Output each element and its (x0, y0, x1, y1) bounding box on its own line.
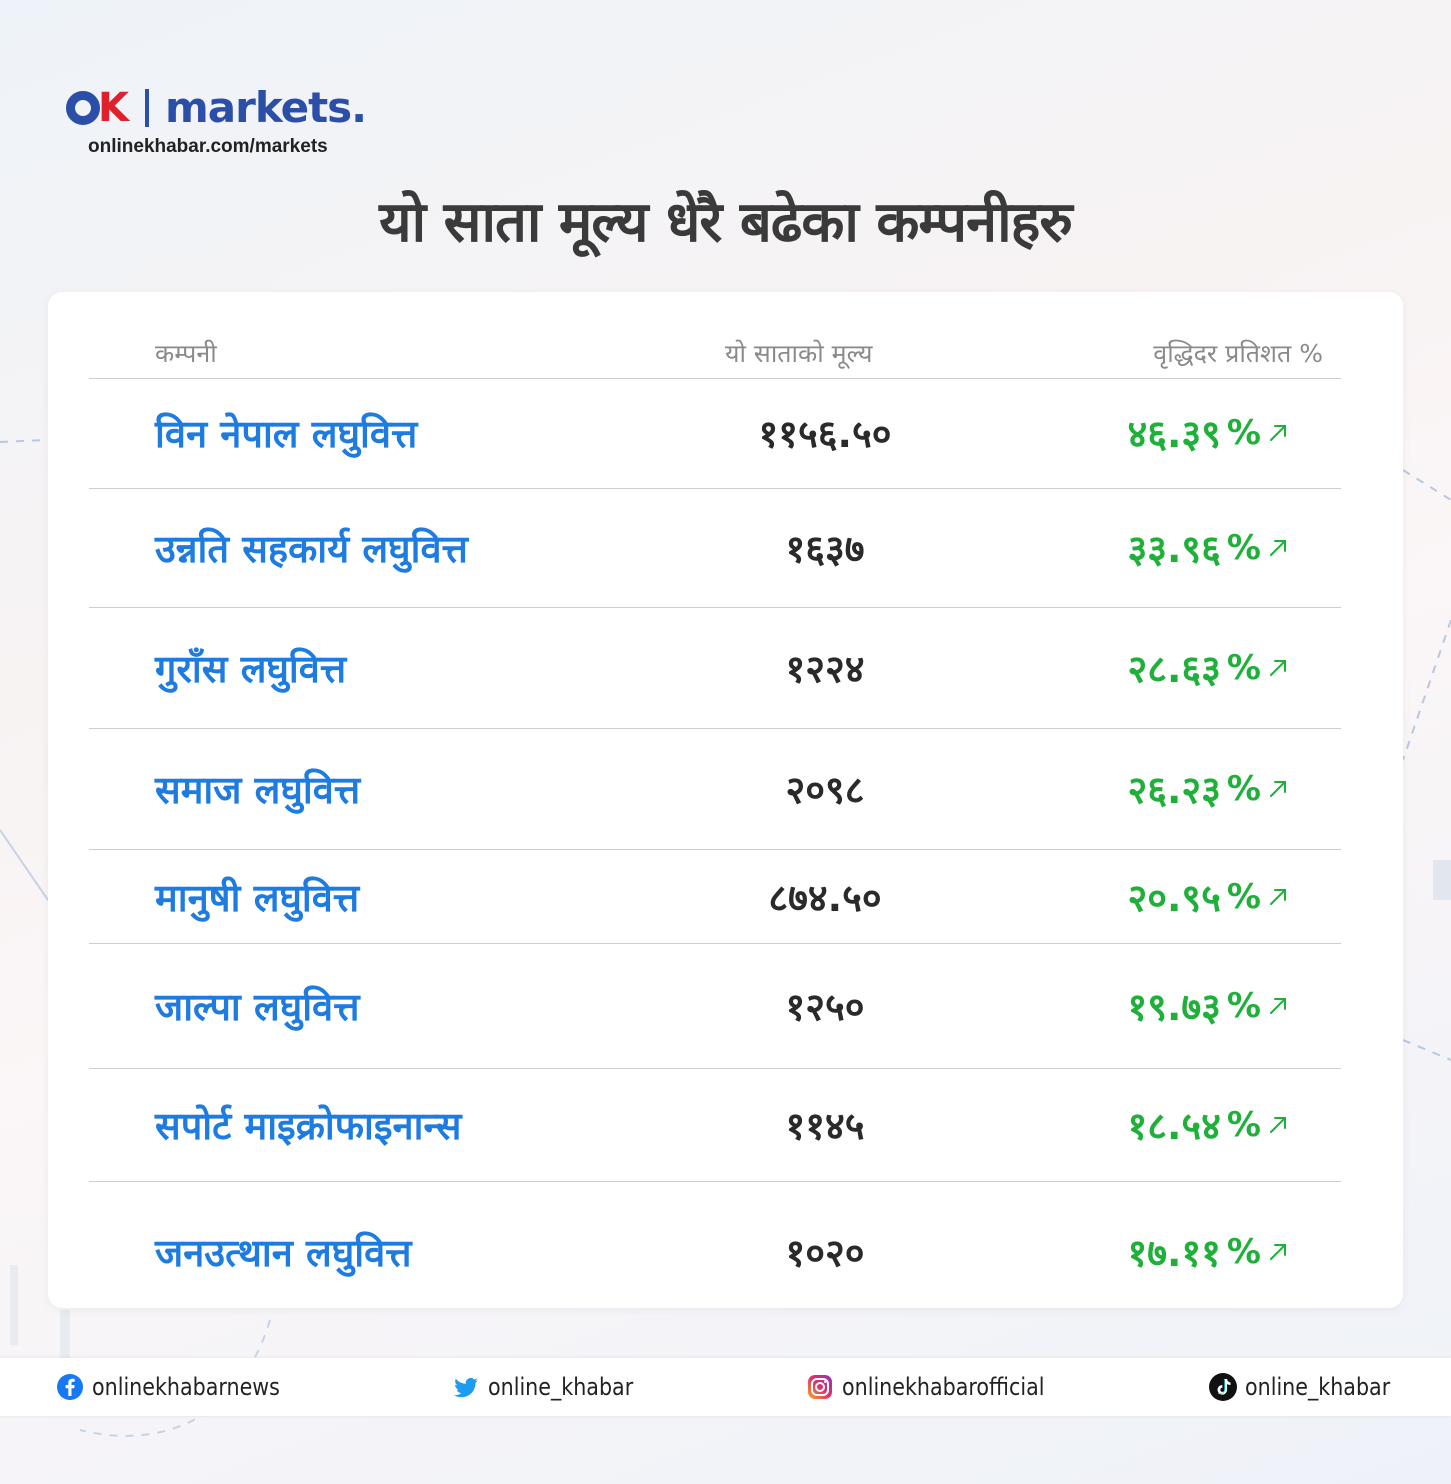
page-title: यो साता मूल्य धेरै बढेका कम्पनीहरु (379, 190, 1073, 255)
arrow-up-right-icon (1270, 425, 1286, 441)
growth-value: १८.५४ (1127, 1104, 1221, 1148)
brand-header: K markets. onlinekhabar.com/markets (66, 83, 367, 158)
growth-value: २०.९५ (1127, 875, 1221, 920)
twitter-icon (454, 1378, 478, 1398)
weekly-price: १०२० (785, 1230, 865, 1275)
arrow-up-right-icon (1270, 540, 1286, 556)
growth-value: २६.२३ (1127, 768, 1221, 812)
table-header: कम्पनी यो साताको मूल्य वृद्धिदर प्रतिशत … (89, 322, 1341, 379)
markets-logo: K markets. (66, 83, 367, 132)
growth-value: १७.११ (1127, 1230, 1221, 1275)
arrow-up-right-icon (1270, 781, 1286, 797)
table-body: विन नेपाल लघुवित्त ११५६.५० ४६.३९% उन्नति सह… (89, 378, 1341, 1321)
growth-rate: १९.७३% (1127, 980, 1289, 1032)
social-footer: onlinekhabarnews online_khabar onlinekha… (0, 1358, 1451, 1416)
table-row: समाज लघुवित्त २०९८ २६.२३% (89, 729, 1341, 850)
percent-sign: % (1226, 1231, 1261, 1272)
percent-sign: % (1226, 1105, 1261, 1145)
percent-sign: % (1226, 528, 1261, 568)
growth-rate: ४६.३९% (1127, 407, 1289, 459)
facebook-icon (57, 1374, 83, 1400)
tiktok-handle: online_khabar (1245, 1373, 1391, 1401)
ok-logo-mark: K (66, 88, 129, 128)
weekly-price: २०९८ (785, 768, 865, 812)
weekly-price: ११४५ (785, 1104, 865, 1148)
growth-value: ४६.३९ (1127, 412, 1221, 456)
table-row: विन नेपाल लघुवित्त ११५६.५० ४६.३९% (89, 378, 1341, 489)
company-name: मानुषी लघुवित्त (155, 875, 360, 920)
growth-rate: ३३.९६% (1127, 522, 1289, 574)
growth-value: ३३.९६ (1127, 527, 1221, 571)
company-name: विन नेपाल लघुवित्त (155, 412, 418, 456)
growth-value: १९.७३ (1127, 985, 1221, 1029)
table-row: उन्नति सहकार्य लघुवित्त १६३७ ३३.९६% (89, 489, 1341, 608)
growth-rate: १८.५४% (1127, 1099, 1289, 1151)
table-row: मानुषी लघुवित्त ८७४.५० २०.९५% (89, 850, 1341, 944)
company-name: गुराँस लघुवित्त (155, 647, 347, 691)
table-row: जनउत्थान लघुवित्त १०२० १७.११% (89, 1182, 1341, 1321)
weekly-price: १२५० (785, 985, 865, 1029)
percent-sign: % (1226, 769, 1261, 809)
instagram-link[interactable]: onlinekhabarofficial (806, 1358, 1077, 1416)
tiktok-icon (1209, 1373, 1237, 1401)
arrow-up-right-icon (1270, 1117, 1286, 1133)
table-row: जाल्पा लघुवित्त १२५० १९.७३% (89, 944, 1341, 1069)
company-name: जाल्पा लघुवित्त (155, 985, 360, 1029)
arrow-up-right-icon (1270, 998, 1286, 1014)
growth-rate: २०.९५% (1127, 871, 1289, 923)
tiktok-link[interactable]: online_khabar (1209, 1358, 1414, 1416)
company-name: उन्नति सहकार्य लघुवित्त (155, 527, 468, 571)
instagram-icon (808, 1375, 832, 1399)
growth-rate: २६.२३% (1127, 763, 1289, 815)
company-name: समाज लघुवित्त (155, 768, 361, 812)
growth-rate: १७.११% (1127, 1226, 1289, 1278)
companies-table-card: कम्पनी यो साताको मूल्य वृद्धिदर प्रतिशत … (48, 292, 1403, 1308)
facebook-handle: onlinekhabarnews (92, 1373, 280, 1401)
percent-sign: % (1226, 876, 1261, 917)
growth-rate: २८.६३% (1127, 642, 1289, 694)
brand-url: onlinekhabar.com/markets (88, 136, 328, 157)
percent-sign: % (1226, 413, 1261, 453)
header-price: यो साताको मूल्य (725, 339, 873, 368)
weekly-price: १२२४ (785, 647, 865, 691)
weekly-price: १६३७ (785, 527, 865, 571)
instagram-handle: onlinekhabarofficial (842, 1373, 1045, 1401)
company-name: जनउत्थान लघुवित्त (155, 1230, 412, 1275)
company-name: सपोर्ट माइक्रोफाइनान्स (155, 1104, 462, 1148)
weekly-price: ८७४.५० (768, 875, 882, 920)
twitter-link[interactable]: online_khabar (452, 1358, 657, 1416)
header-growth: वृद्धिदर प्रतिशत % (1153, 339, 1323, 368)
header-company: कम्पनी (155, 339, 217, 368)
facebook-link[interactable]: onlinekhabarnews (56, 1358, 311, 1416)
table-row: गुराँस लघुवित्त १२२४ २८.६३% (89, 608, 1341, 729)
arrow-up-right-icon (1270, 660, 1286, 676)
table-row: सपोर्ट माइक्रोफाइनान्स ११४५ १८.५४% (89, 1069, 1341, 1182)
logo-wordmark: markets. (165, 83, 367, 132)
percent-sign: % (1226, 648, 1261, 688)
percent-sign: % (1226, 986, 1261, 1026)
arrow-up-right-icon (1270, 1243, 1286, 1260)
growth-value: २८.६३ (1127, 647, 1221, 691)
arrow-up-right-icon (1270, 888, 1286, 905)
twitter-handle: online_khabar (488, 1373, 634, 1401)
weekly-price: ११५६.५० (758, 412, 892, 456)
